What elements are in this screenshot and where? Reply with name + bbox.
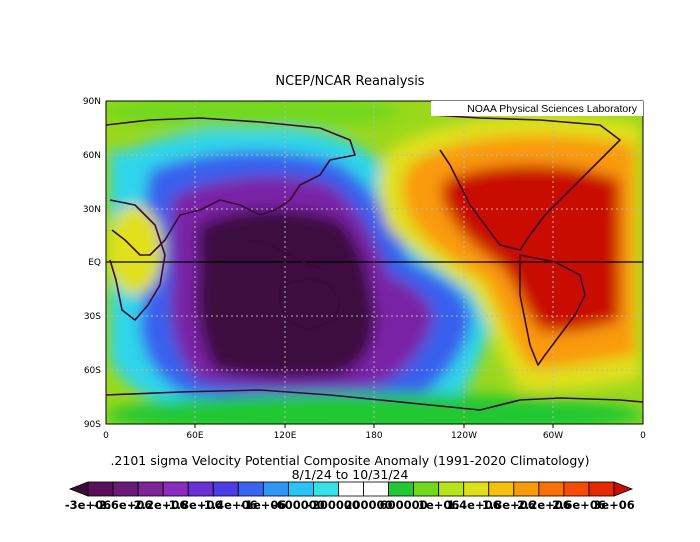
colorbar-label: -3e+06	[65, 498, 111, 512]
coast-australia	[279, 277, 341, 331]
lon-label: 60E	[186, 431, 203, 441]
lon-label: 120W	[451, 431, 477, 441]
credit-label: NOAA Physical Sciences Laboratory	[467, 103, 638, 115]
negative-anomaly-core	[197, 209, 376, 378]
colorbar-swatch	[162, 481, 189, 497]
colorbar-swatch	[112, 481, 139, 497]
colorbar-label: -1.8e+06	[164, 498, 223, 512]
lat-label: 60S	[84, 366, 101, 376]
colorbar-label: 1e+06	[418, 498, 459, 512]
colorbar-label: 2.6e+06	[552, 498, 606, 512]
colorbar-swatch	[438, 481, 465, 497]
colorbar-label: 2.2e+06	[517, 498, 571, 512]
colorbar-swatch	[563, 481, 590, 497]
coast-antarctica	[106, 389, 643, 411]
coastlines	[106, 114, 643, 411]
lat-label: 30N	[83, 205, 101, 215]
colorbar-label: 3e+06	[593, 498, 634, 512]
colorbar-swatch	[413, 481, 440, 497]
colorbar-swatch	[237, 481, 264, 497]
lat-label: 60N	[83, 151, 101, 161]
lat-label: 90N	[83, 97, 101, 107]
map-title: NCEP/NCAR Reanalysis	[275, 74, 425, 89]
arctic-green-band	[106, 101, 400, 130]
coast-africa	[109, 199, 166, 321]
colorbar-min-arrow	[68, 481, 89, 497]
colorbar-swatch	[363, 481, 389, 497]
lon-label: 0	[103, 431, 109, 441]
lat-label: 90S	[84, 420, 101, 430]
positive-anomaly-red	[441, 165, 620, 332]
colorbar-swatch	[463, 481, 490, 497]
colorbar-swatch	[313, 481, 339, 497]
colorbar-swatch	[137, 481, 164, 497]
colorbar-swatch	[187, 481, 214, 497]
colorbar-swatch	[488, 481, 515, 497]
colorbar-swatch	[513, 481, 540, 497]
colorbar-max-arrow	[613, 481, 634, 497]
colorbar-label: 1.8e+06	[482, 498, 536, 512]
colorbar-label: 200000	[345, 498, 393, 512]
colorbar-swatch	[338, 481, 364, 497]
colorbar-label: -2.6e+06	[94, 498, 153, 512]
lat-label: EQ	[88, 258, 101, 268]
subtitle-line-1: .2101 sigma Velocity Potential Composite…	[110, 453, 590, 468]
colorbar-label: 1.4e+06	[447, 498, 501, 512]
colorbar-label: -200000	[307, 498, 360, 512]
lon-label: 120E	[274, 431, 297, 441]
colorbar-swatch	[388, 481, 415, 497]
velocity-potential-map: NOAA Physical Sciences Laboratory 90N 60…	[83, 97, 646, 441]
polar-green-band	[106, 393, 643, 424]
colorbar-label: -600000	[272, 498, 325, 512]
colorbar-swatch	[87, 481, 114, 497]
coast-south-america	[519, 254, 586, 366]
colorbar-swatch	[262, 481, 289, 497]
coast-maritime-continent	[249, 239, 326, 271]
coast-europe-asia	[106, 117, 356, 256]
credit-box	[431, 101, 643, 116]
subtitle-line-2: 8/1/24 to 10/31/24	[291, 467, 409, 482]
colorbar-label: 600000	[380, 498, 428, 512]
colorbar: -3e+06-2.6e+06-2.2e+06-1.8e+06-1.4e+06-1…	[65, 481, 635, 512]
colorbar-swatch	[588, 481, 615, 497]
lon-label: 60W	[543, 431, 563, 441]
lon-label: 0	[640, 431, 646, 441]
colorbar-label: -2.2e+06	[129, 498, 188, 512]
colorbar-label: -1e+06	[240, 498, 286, 512]
colorbar-swatch	[212, 481, 239, 497]
colorbar-swatch	[287, 481, 314, 497]
colorbar-swatch	[538, 481, 565, 497]
coast-north-america	[431, 114, 621, 251]
lon-label: 180	[365, 431, 382, 441]
colorbar-label: -1.4e+06	[199, 498, 258, 512]
lat-label: 30S	[84, 312, 101, 322]
